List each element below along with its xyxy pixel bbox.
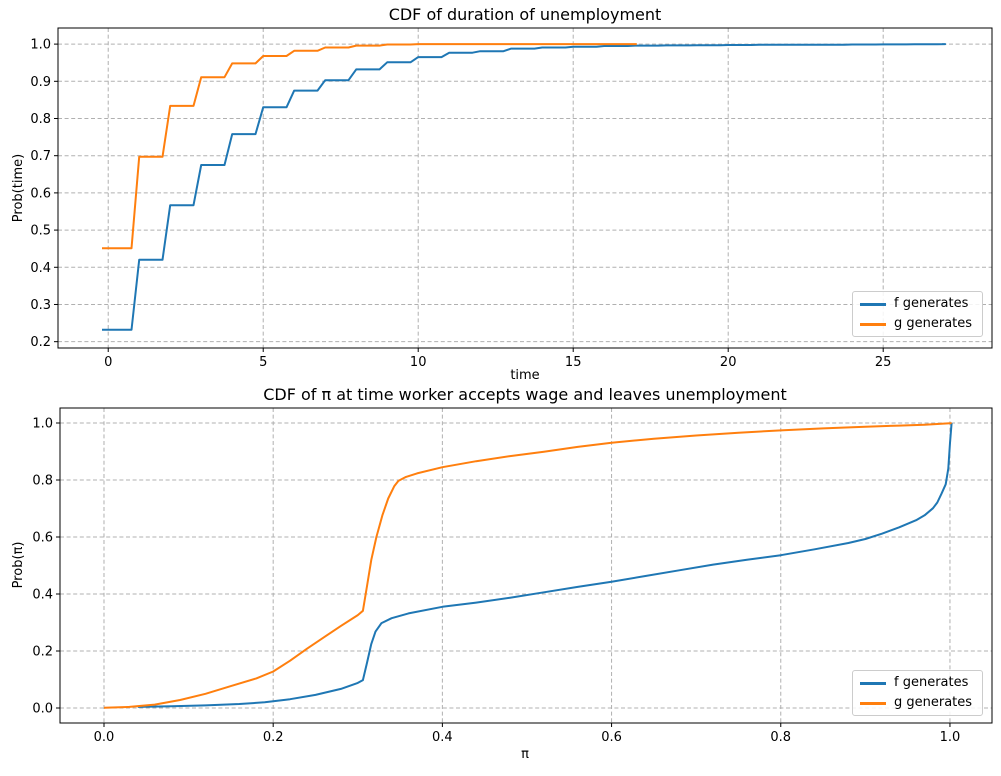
top-series-line-g-generates bbox=[102, 43, 637, 250]
legend-label-g: g generates bbox=[894, 316, 973, 331]
bottom-plot-ylabel: Prob(π) bbox=[11, 541, 26, 589]
bottom-axes-spines bbox=[59, 407, 993, 724]
top-axes-spines bbox=[57, 27, 993, 349]
top-y-tick-label: 0.8 bbox=[30, 112, 51, 127]
top-y-tick-label: 0.7 bbox=[30, 149, 51, 164]
top-y-tick-label: 1.0 bbox=[30, 38, 51, 53]
top-x-tick-label: 5 bbox=[259, 355, 267, 370]
bottom-x-tick-label: 0.6 bbox=[601, 730, 622, 745]
bottom-series-line-f-generates bbox=[137, 422, 953, 708]
top-y-tick-label: 0.2 bbox=[30, 335, 51, 350]
top-y-tick-label: 0.3 bbox=[30, 298, 51, 313]
bottom-x-tick-label: 0.2 bbox=[263, 730, 284, 745]
top-plot-legend: f generates g generates bbox=[852, 291, 983, 337]
top-y-tick-label: 0.9 bbox=[30, 75, 51, 90]
bottom-series-line-g-generates bbox=[103, 422, 952, 709]
top-series-line-f-generates bbox=[102, 43, 947, 331]
top-x-tick-label: 15 bbox=[565, 355, 582, 370]
top-plot-title: CDF of duration of unemployment bbox=[388, 5, 662, 24]
top-y-tick-label: 0.4 bbox=[30, 261, 51, 276]
top-x-tick-label: 0 bbox=[104, 355, 112, 370]
f-line-swatch bbox=[860, 681, 886, 685]
g-line-swatch bbox=[860, 701, 886, 705]
top-x-tick-label: 25 bbox=[875, 355, 892, 370]
g-line-swatch bbox=[860, 322, 886, 326]
bottom-y-tick-label: 1.0 bbox=[32, 416, 53, 431]
legend-entry-f-generates: f generates bbox=[860, 294, 975, 314]
bottom-y-tick-label: 0.2 bbox=[32, 645, 53, 660]
bottom-y-tick-label: 0.4 bbox=[32, 588, 53, 603]
legend-label-f: f generates bbox=[894, 675, 969, 690]
top-x-tick-label: 20 bbox=[720, 355, 737, 370]
legend-label-g: g generates bbox=[894, 695, 973, 710]
top-plot-xlabel: time bbox=[510, 368, 540, 383]
top-y-tick-label: 0.6 bbox=[30, 186, 51, 201]
legend-entry-g-generates: g generates bbox=[860, 314, 975, 334]
top-y-tick-label: 0.5 bbox=[30, 224, 51, 239]
bottom-plot-title: CDF of π at time worker accepts wage and… bbox=[263, 385, 787, 404]
bottom-x-tick-label: 0.4 bbox=[432, 730, 453, 745]
legend-entry-g-generates: g generates bbox=[860, 693, 975, 713]
bottom-x-tick-label: 0.8 bbox=[770, 730, 791, 745]
bottom-plot-legend: f generates g generates bbox=[852, 670, 983, 716]
bottom-y-tick-label: 0.6 bbox=[32, 530, 53, 545]
top-x-tick-label: 10 bbox=[410, 355, 427, 370]
f-line-swatch bbox=[860, 302, 886, 306]
bottom-y-tick-label: 0.0 bbox=[32, 702, 53, 717]
top-plot-ylabel: Prob(time) bbox=[11, 153, 26, 223]
bottom-x-tick-label: 1.0 bbox=[940, 730, 961, 745]
legend-label-f: f generates bbox=[894, 296, 969, 311]
bottom-plot-xlabel: π bbox=[521, 747, 529, 762]
legend-entry-f-generates: f generates bbox=[860, 673, 975, 693]
bottom-x-tick-label: 0.0 bbox=[94, 730, 115, 745]
bottom-y-tick-label: 0.8 bbox=[32, 473, 53, 488]
